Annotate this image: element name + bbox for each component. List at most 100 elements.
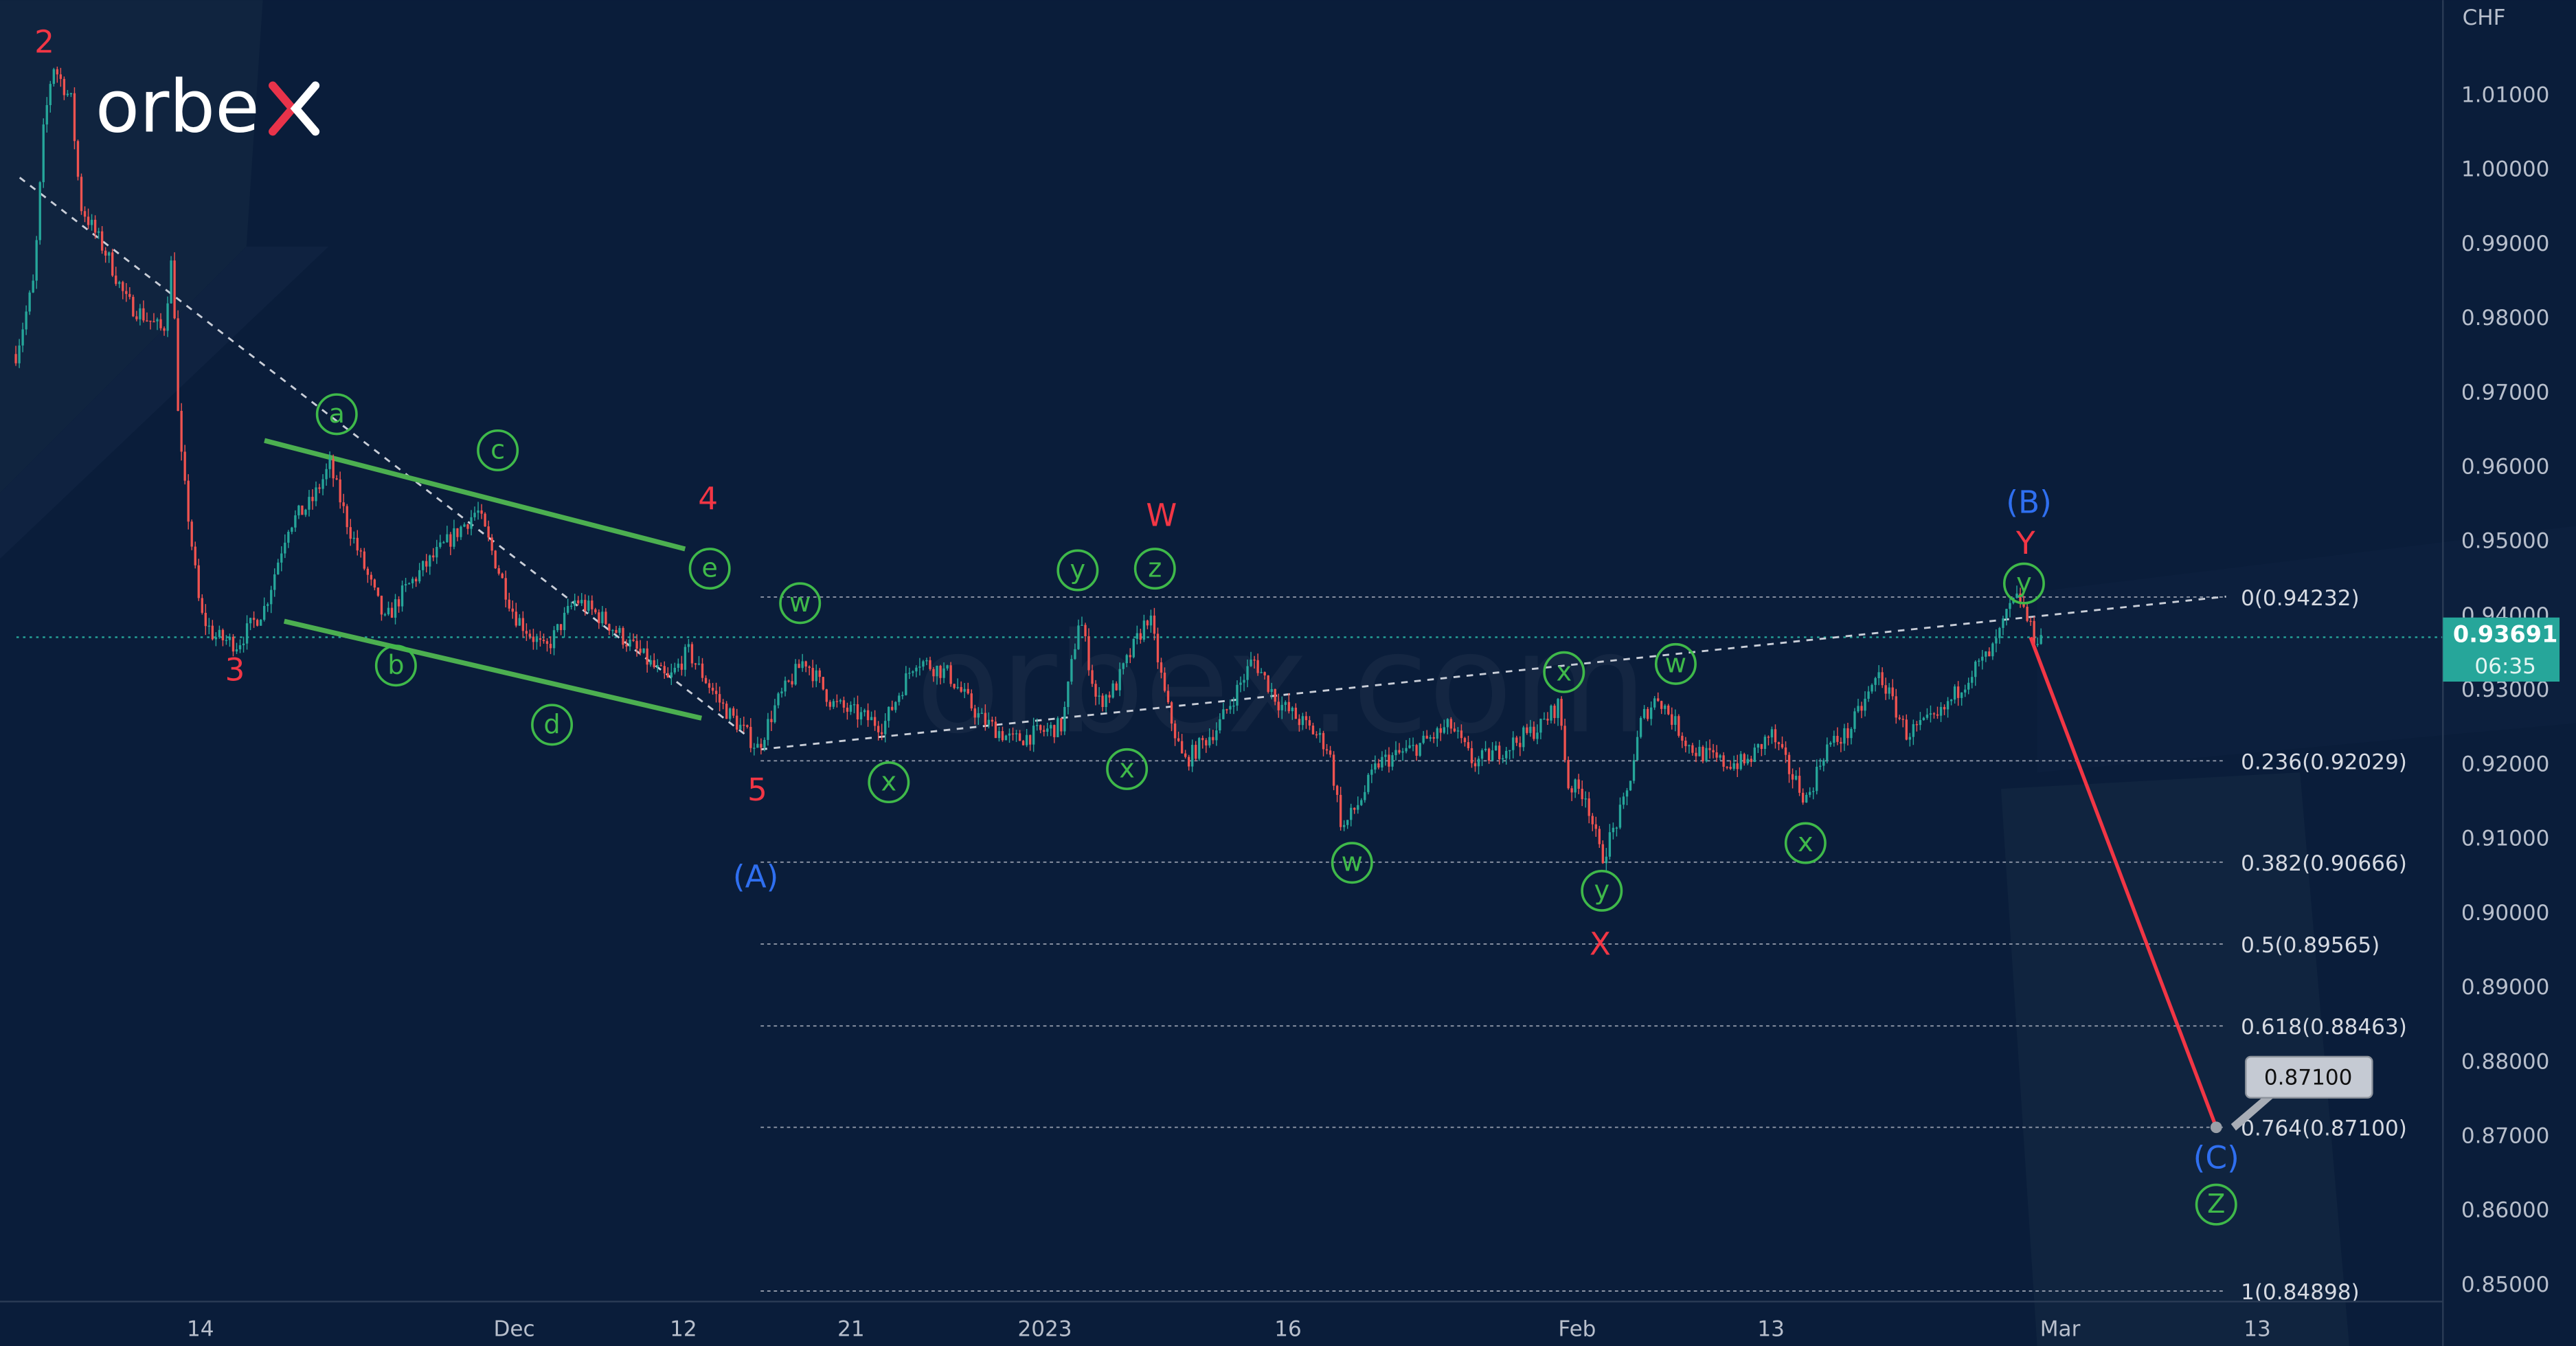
candle-body <box>891 706 894 710</box>
candle-body <box>825 689 828 702</box>
candle-body <box>721 702 725 704</box>
candle-body <box>125 291 128 294</box>
candle-body <box>601 612 604 624</box>
wave-label-circled: x <box>1106 748 1149 790</box>
candle-body <box>663 666 666 673</box>
candle-body <box>1043 730 1046 732</box>
candle-body <box>194 546 196 565</box>
watermark: orbex.com <box>916 604 1647 764</box>
candle-body <box>49 84 52 105</box>
candle-body <box>80 177 83 212</box>
channel-upper-line[interactable] <box>264 438 686 552</box>
candle-body <box>422 561 425 570</box>
candle-body <box>1415 745 1418 756</box>
candle-body <box>1108 695 1111 698</box>
candle-body <box>677 663 680 668</box>
candle-body <box>566 605 569 613</box>
candle-body <box>1671 714 1673 725</box>
wave-label-circled: w <box>1654 642 1697 685</box>
candle-body <box>1480 750 1484 759</box>
time-axis[interactable]: 14 Dec 12 21 2023 16 Feb 13 Mar 13 <box>187 1317 2271 1342</box>
candle-body <box>311 497 314 502</box>
candle-body <box>1871 684 1873 692</box>
candle-body <box>1581 788 1583 800</box>
channel-lower-line[interactable] <box>283 618 703 721</box>
candle-body <box>1736 763 1739 770</box>
candle-body <box>1674 716 1677 725</box>
candle-body <box>1864 698 1866 711</box>
candle-body <box>559 624 563 631</box>
candle-body <box>1453 728 1456 732</box>
candle-body <box>501 573 504 579</box>
candle-body <box>835 701 839 702</box>
candle-body <box>525 631 528 634</box>
candle-body <box>1860 706 1863 711</box>
candle-body <box>915 667 918 672</box>
candle-body <box>2040 635 2042 644</box>
candle-body <box>1422 735 1425 743</box>
circle-marker <box>531 704 574 746</box>
candle-body <box>1091 670 1094 684</box>
target-callout[interactable]: 0.87100 <box>2230 1055 2373 1131</box>
candle-body <box>1111 683 1114 698</box>
candle-body <box>1473 763 1477 767</box>
candle-body <box>739 724 742 730</box>
candle-body <box>1695 752 1697 756</box>
candle-body <box>1470 748 1473 763</box>
target-point[interactable] <box>2210 1121 2222 1134</box>
candle-body <box>1460 730 1463 739</box>
candle-body <box>1036 725 1039 726</box>
candle-body <box>1557 699 1559 719</box>
candle-body <box>1967 682 1970 690</box>
candle-body <box>708 683 711 688</box>
candle-body <box>780 691 783 694</box>
candle-body <box>32 280 34 293</box>
candle-body <box>532 636 535 642</box>
candle-body <box>1646 708 1649 719</box>
candle-body <box>1364 792 1366 800</box>
candle-body <box>1732 763 1735 769</box>
candle-body <box>1922 717 1925 721</box>
candle-body <box>1191 745 1194 767</box>
target-price-label: 0.87100 <box>2264 1066 2353 1090</box>
wave-label: z <box>1148 553 1162 584</box>
candle-body <box>1381 756 1383 767</box>
candle-body <box>1708 748 1711 750</box>
candle-body <box>1629 781 1632 791</box>
wave-label: 3 <box>225 651 245 688</box>
candle-body <box>1077 625 1080 649</box>
candle-body <box>183 451 186 481</box>
candle-body <box>653 660 655 667</box>
candle-body <box>1025 734 1028 745</box>
wave-label: d <box>543 709 560 740</box>
fib-level-label: 1(0.84898) <box>2241 1280 2360 1305</box>
candle-body <box>798 664 800 669</box>
candle-body <box>149 320 152 322</box>
candle-body <box>815 670 817 682</box>
candle-body <box>521 618 525 631</box>
candle-body <box>494 550 497 569</box>
candle-body <box>997 731 1001 739</box>
candle-body <box>639 649 642 653</box>
candle-body <box>339 479 341 503</box>
candle-body <box>97 231 100 233</box>
trend-line-dashed[interactable] <box>760 595 2226 751</box>
candle-body <box>484 513 486 527</box>
candle-body <box>1667 705 1670 715</box>
candle-body <box>328 458 331 469</box>
forecast-line[interactable] <box>2029 636 2218 1128</box>
candle-body <box>297 505 300 516</box>
candle-body <box>163 328 166 331</box>
candle-body <box>346 506 348 528</box>
candle-body <box>1756 743 1760 748</box>
price-tick-label: 0.89000 <box>2461 975 2550 1000</box>
candle-body <box>1770 729 1774 738</box>
candle-body <box>1743 754 1745 763</box>
candle-body <box>1964 689 1967 693</box>
candle-body <box>1512 737 1515 750</box>
candle-body <box>863 710 866 713</box>
candles <box>14 66 2042 871</box>
candle-body <box>1222 709 1225 719</box>
candle-body <box>1891 687 1894 697</box>
